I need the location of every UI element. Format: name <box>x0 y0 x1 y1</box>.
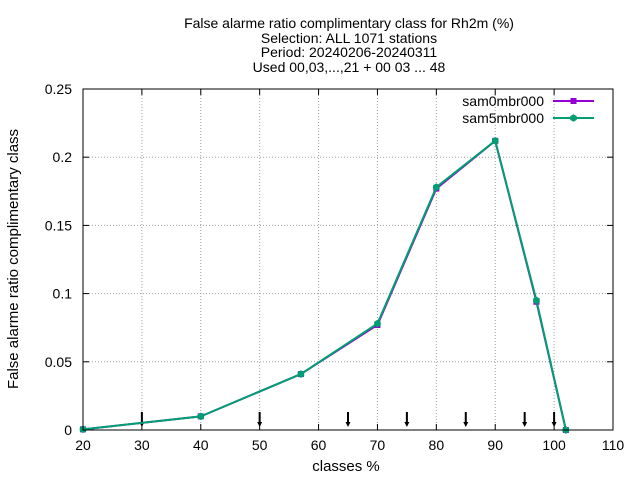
x-tick-label: 70 <box>370 437 386 453</box>
series-layer <box>80 137 569 434</box>
title-line-3: Period: 20240206-20240311 <box>261 44 438 60</box>
y-tick-label: 0 <box>64 422 72 438</box>
y-tick-label: 0.25 <box>45 81 72 97</box>
x-tick-label: 100 <box>542 437 566 453</box>
y-tick-label: 0.1 <box>53 286 73 302</box>
y-axis-label: False alarme ratio complimentary class <box>5 129 22 389</box>
y-tick-label: 0.2 <box>53 149 73 165</box>
x-tick-label: 40 <box>193 437 209 453</box>
x-tick-label: 80 <box>429 437 445 453</box>
legend-label: sam0mbr000 <box>462 93 544 109</box>
x-axis-label: classes % <box>312 458 380 475</box>
chart-title: False alarme ratio complimentary class f… <box>184 15 514 75</box>
plot-frame <box>83 89 613 430</box>
x-tick-label: 90 <box>487 437 503 453</box>
x-tick-label: 30 <box>134 437 150 453</box>
title-line-4: Used 00,03,...,21 + 00 03 ... 48 <box>253 59 446 75</box>
ticks <box>83 89 613 430</box>
x-tick-label: 20 <box>75 437 91 453</box>
class-marker-arrow <box>257 422 262 427</box>
series-sam5mbr000 <box>80 137 569 434</box>
class-marker-arrow <box>463 422 468 427</box>
legend-swatch-marker <box>571 98 577 104</box>
y-tick-label: 0.15 <box>45 217 72 233</box>
legend-swatch-marker <box>570 114 577 122</box>
x-tick-label: 110 <box>602 437 625 453</box>
class-marker-arrow <box>522 422 527 427</box>
series-line <box>83 141 566 430</box>
x-tick-label: 50 <box>252 437 268 453</box>
title-line-1: False alarme ratio complimentary class f… <box>184 15 514 31</box>
class-marker-arrow <box>404 422 409 427</box>
tick-labels: 20 30 40 50 60 70 80 90 100 110 0 0.05 0.1 0.15 0.2 0.2… <box>45 81 625 453</box>
y-tick-label: 0.05 <box>45 354 72 370</box>
class-marker-arrow <box>346 422 351 427</box>
series-line <box>83 141 566 430</box>
grid <box>83 89 613 430</box>
x-tick-label: 60 <box>311 437 327 453</box>
legend-label: sam5mbr000 <box>462 110 544 126</box>
class-marker-arrow <box>552 422 557 427</box>
